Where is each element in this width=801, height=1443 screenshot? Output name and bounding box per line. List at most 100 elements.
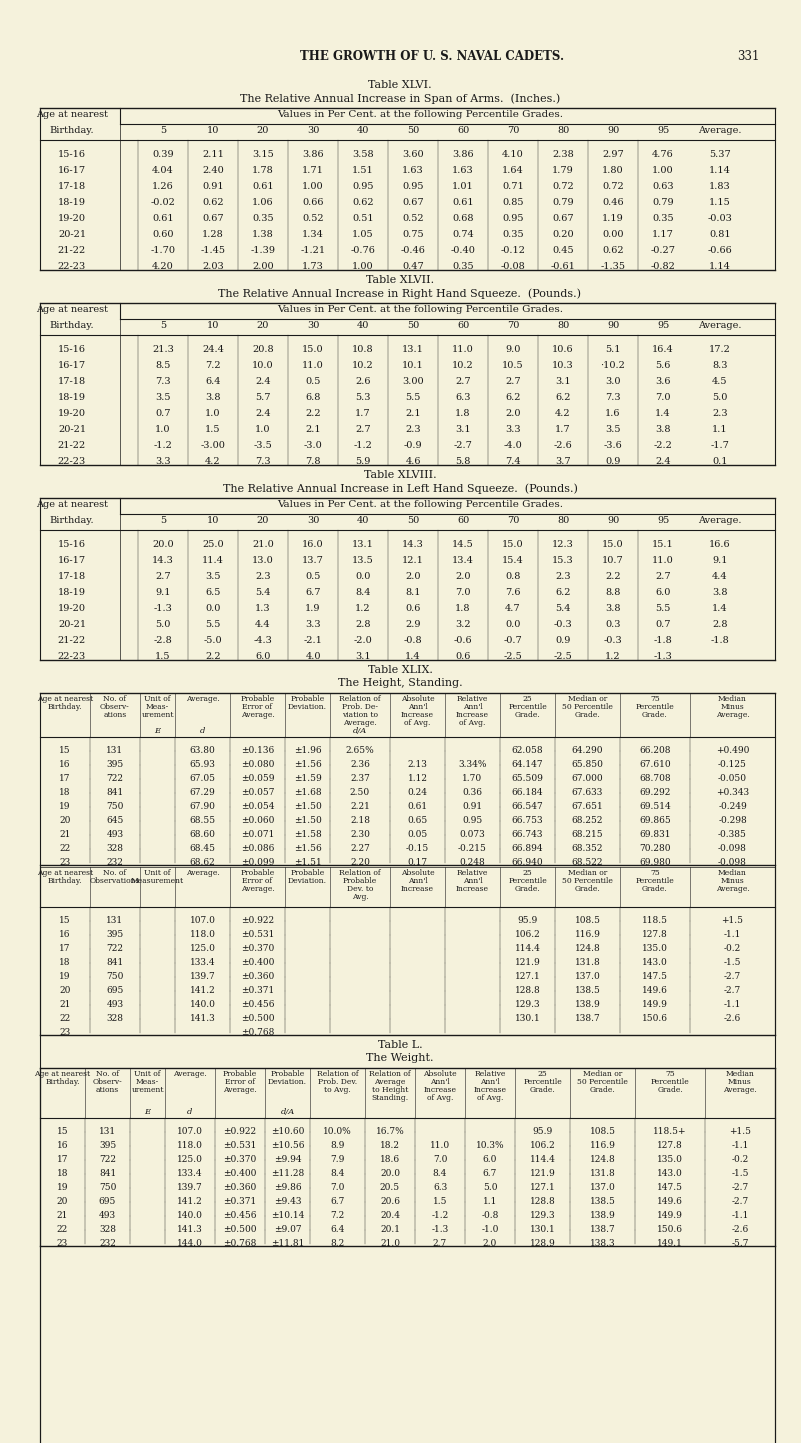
Text: 1.8: 1.8 [455,605,471,613]
Text: 0.17: 0.17 [408,859,428,867]
Text: Probable: Probable [223,1071,257,1078]
Text: Age at nearest: Age at nearest [34,1071,91,1078]
Text: -1.39: -1.39 [251,245,276,255]
Text: 8.4: 8.4 [356,587,371,597]
Text: ±0.086: ±0.086 [241,844,274,853]
Text: 66.753: 66.753 [512,815,543,825]
Text: Probable: Probable [240,869,275,877]
Text: THE GROWTH OF U. S. NAVAL CADETS.: THE GROWTH OF U. S. NAVAL CADETS. [300,51,564,63]
Text: 0.5: 0.5 [305,571,320,582]
Text: 19: 19 [59,973,70,981]
Text: 1.80: 1.80 [602,166,624,175]
Text: 2.3: 2.3 [405,426,421,434]
Text: 1.2: 1.2 [355,605,371,613]
Text: 66.894: 66.894 [512,844,543,853]
Text: Prob. De-: Prob. De- [342,703,378,711]
Text: 68.55: 68.55 [190,815,215,825]
Text: 127.8: 127.8 [657,1141,683,1150]
Text: 22-23: 22-23 [58,457,87,466]
Text: 20.0: 20.0 [380,1169,400,1177]
Text: 5.5: 5.5 [405,392,421,403]
Text: ±0.768: ±0.768 [241,1027,274,1038]
Text: 2.2: 2.2 [305,408,321,418]
Text: 5: 5 [160,126,166,136]
Text: 10.2: 10.2 [352,361,374,369]
Text: 4.0: 4.0 [305,652,320,661]
Text: 0.35: 0.35 [502,229,524,240]
Text: ±0.057: ±0.057 [241,788,274,797]
Text: 68.522: 68.522 [572,859,603,867]
Text: 50 Percentile: 50 Percentile [577,1078,628,1087]
Text: 127.8: 127.8 [642,929,668,939]
Text: ±0.360: ±0.360 [241,973,274,981]
Text: 0.36: 0.36 [462,788,482,797]
Text: 7.0: 7.0 [455,587,471,597]
Text: 11.0: 11.0 [430,1141,450,1150]
Text: 6.2: 6.2 [555,392,571,403]
Text: 11.0: 11.0 [652,556,674,566]
Text: 10.6: 10.6 [552,345,574,354]
Text: 95: 95 [657,320,669,330]
Text: -2.0: -2.0 [353,636,372,645]
Text: 80: 80 [557,126,570,136]
Text: 0.248: 0.248 [460,859,485,867]
Text: 1.0: 1.0 [155,426,171,434]
Text: 1.63: 1.63 [452,166,474,175]
Text: 395: 395 [107,760,123,769]
Text: Unit of: Unit of [144,696,171,703]
Text: 17: 17 [59,944,70,952]
Text: -0.12: -0.12 [501,245,525,255]
Text: 1.14: 1.14 [709,263,731,271]
Text: 67.90: 67.90 [190,802,215,811]
Text: ±10.14: ±10.14 [271,1211,304,1219]
Text: ±9.94: ±9.94 [274,1154,301,1165]
Text: 3.58: 3.58 [352,150,374,159]
Text: 9.1: 9.1 [155,587,171,597]
Text: -4.3: -4.3 [254,636,272,645]
Text: 114.4: 114.4 [529,1154,555,1165]
Text: 21: 21 [57,1211,68,1219]
Text: 328: 328 [107,1014,123,1023]
Text: 3.15: 3.15 [252,150,274,159]
Text: 25: 25 [522,696,533,703]
Text: Age at nearest: Age at nearest [37,696,93,703]
Text: Grade.: Grade. [642,711,668,719]
Text: 0.63: 0.63 [652,182,674,190]
Text: -2.7: -2.7 [724,986,741,996]
Text: 0.24: 0.24 [408,788,428,797]
Text: No. of: No. of [103,869,127,877]
Text: Increase: Increase [424,1087,457,1094]
Text: ±0.456: ±0.456 [241,1000,274,1009]
Text: 107.0: 107.0 [190,916,215,925]
Text: 138.3: 138.3 [590,1240,615,1248]
Text: -0.3: -0.3 [604,636,622,645]
Text: 15-16: 15-16 [58,540,86,548]
Text: Error of: Error of [243,703,272,711]
Text: 7.6: 7.6 [505,587,521,597]
Text: 70: 70 [507,320,519,330]
Text: 10.3%: 10.3% [476,1141,505,1150]
Text: Average.: Average. [173,1071,207,1078]
Text: -5.0: -5.0 [203,636,223,645]
Text: 10: 10 [207,517,219,525]
Text: 20.0: 20.0 [152,540,174,548]
Text: -4.0: -4.0 [504,442,522,450]
Text: Relative: Relative [457,869,488,877]
Text: 106.2: 106.2 [529,1141,555,1150]
Text: 2.0: 2.0 [405,571,421,582]
Text: 108.5: 108.5 [590,1127,615,1136]
Text: 2.3: 2.3 [256,571,271,582]
Text: 2.37: 2.37 [350,773,370,784]
Text: 0.0: 0.0 [505,620,521,629]
Text: 67.633: 67.633 [572,788,603,797]
Text: No. of: No. of [96,1071,119,1078]
Text: 20: 20 [59,986,70,996]
Text: 2.6: 2.6 [356,377,371,385]
Text: 1.1: 1.1 [483,1198,497,1206]
Text: 75: 75 [650,869,660,877]
Text: 20: 20 [257,126,269,136]
Text: Percentile: Percentile [508,877,547,885]
Text: 65.850: 65.850 [572,760,603,769]
Text: 2.18: 2.18 [350,815,370,825]
Text: -2.6: -2.6 [724,1014,741,1023]
